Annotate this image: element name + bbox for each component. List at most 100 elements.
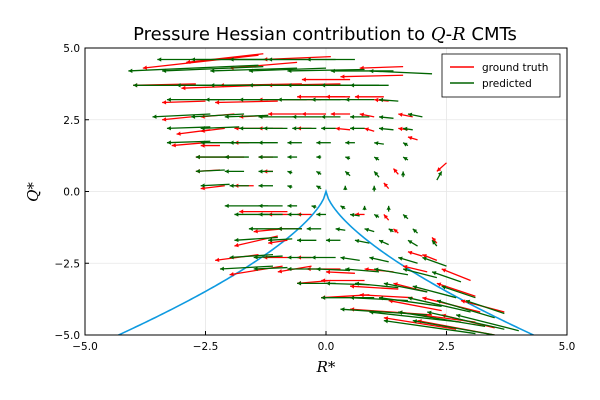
predicted-arrow-head [379, 239, 384, 244]
ground-truth-arrow [335, 126, 351, 131]
predicted-arrow-head [277, 226, 282, 231]
ground-truth-arrow [350, 284, 399, 290]
predicted-arrow [436, 171, 443, 181]
predicted-arrow-head [157, 57, 162, 62]
predicted-arrow-shaft [253, 266, 288, 270]
predicted-arrow [253, 255, 283, 260]
predicted-arrow-shaft [345, 268, 380, 273]
predicted-arrow [258, 154, 278, 160]
predicted-arrow-head [239, 97, 244, 102]
ground-truth-arrow-head [181, 85, 186, 91]
x-tick-label: −2.5 [193, 341, 219, 353]
predicted-arrow-head [287, 170, 292, 175]
predicted-arrow [455, 313, 519, 332]
predicted-arrow-head [248, 83, 253, 88]
predicted-arrow [369, 68, 433, 75]
ground-truth-arrow-head [460, 299, 466, 304]
ground-truth-arrow-head [350, 284, 355, 289]
predicted-arrow [248, 67, 327, 73]
predicted-arrow-shaft [465, 299, 505, 315]
ground-truth-arrow [162, 116, 192, 122]
predicted-arrow [402, 156, 409, 161]
predicted-arrow-head [287, 68, 292, 74]
predicted-arrow-head [343, 185, 348, 190]
predicted-arrow [152, 113, 211, 119]
ground-truth-arrow-shaft [162, 116, 192, 121]
predicted-arrow-shaft [162, 66, 264, 72]
ground-truth-arrow-head [176, 131, 181, 136]
predicted-arrow-shaft [210, 67, 298, 72]
ground-truth-arrow-head [403, 264, 408, 270]
predicted-arrow-head [205, 97, 210, 102]
ground-truth-arrow-head [229, 271, 234, 277]
predicted-arrow [248, 226, 283, 231]
ground-truth-arrow-shaft [171, 142, 206, 147]
y-axis-ticks: −5.0 −2.5 0.0 2.5 5.0 [55, 43, 89, 342]
ground-truth-arrow-head [335, 126, 340, 131]
predicted-arrow [441, 285, 476, 299]
x-tick-label: 5.0 [559, 341, 576, 353]
ground-truth-arrow-shaft [402, 265, 428, 273]
ground-truth-arrow-shaft [325, 271, 355, 274]
predicted-arrow [340, 255, 360, 262]
ground-truth-arrow [383, 214, 390, 221]
ground-truth-arrow-head [326, 94, 330, 99]
predicted-arrow-head [379, 126, 384, 131]
predicted-arrow-shaft [200, 126, 240, 130]
predicted-arrow [340, 205, 346, 210]
predicted-arrow [229, 253, 274, 260]
predicted-arrow-head [350, 83, 355, 88]
predicted-arrow-head [200, 183, 205, 188]
predicted-arrow-shaft [412, 320, 495, 335]
predicted-arrow [234, 236, 278, 243]
legend-label-ground-truth: ground truth [482, 62, 548, 74]
predicted-arrow [373, 213, 380, 219]
ground-truth-arrow [359, 292, 413, 299]
predicted-arrow-shaft [398, 311, 486, 328]
predicted-arrow [372, 185, 377, 192]
predicted-arrow [345, 140, 355, 145]
predicted-arrow-head [195, 154, 200, 160]
predicted-arrow-head [350, 126, 355, 131]
predicted-arrow-head [374, 267, 379, 272]
predicted-arrow-head [287, 140, 292, 145]
x-tick-label: 2.5 [438, 341, 455, 353]
predicted-arrow [210, 67, 298, 73]
predicted-arrow-head [229, 183, 234, 188]
predicted-arrow-head [258, 169, 263, 174]
predicted-arrow-head [374, 171, 379, 176]
predicted-arrow-head [152, 114, 157, 119]
predicted-arrow-head [427, 310, 432, 316]
predicted-arrow-shaft [268, 238, 293, 241]
predicted-arrow [364, 227, 375, 233]
ground-truth-arrow-head [321, 278, 326, 283]
predicted-arrow-head [268, 237, 273, 243]
predicted-arrow-head [253, 266, 258, 271]
predicted-arrow-head [234, 212, 239, 217]
predicted-arrow-head [369, 310, 374, 315]
ground-truth-arrow-head [142, 65, 148, 70]
ground-truth-arrow-head [436, 282, 442, 287]
ground-truth-arrow-head [162, 117, 167, 122]
predicted-arrow-head [248, 226, 253, 231]
predicted-arrow-head [321, 114, 326, 120]
predicted-arrow-head [379, 97, 384, 103]
ground-truth-arrow [200, 143, 220, 148]
predicted-arrow [354, 281, 399, 289]
predicted-arrow-shaft [152, 113, 211, 118]
predicted-arrow [407, 239, 418, 247]
predicted-arrow-head [297, 238, 302, 243]
predicted-arrow-head [258, 114, 263, 120]
predicted-arrow [343, 185, 348, 191]
ground-truth-arrow [422, 254, 438, 261]
predicted-arrow [427, 310, 505, 330]
predicted-arrow-head [248, 68, 253, 73]
predicted-arrow [374, 141, 384, 146]
predicted-arrow-head [345, 267, 350, 272]
ground-truth-arrow-head [239, 209, 244, 214]
predicted-arrow-head [297, 281, 302, 286]
predicted-arrow [374, 267, 409, 276]
predicted-arrow-head [403, 267, 408, 273]
predicted-arrow [362, 205, 367, 211]
predicted-arrow-head [128, 68, 133, 73]
